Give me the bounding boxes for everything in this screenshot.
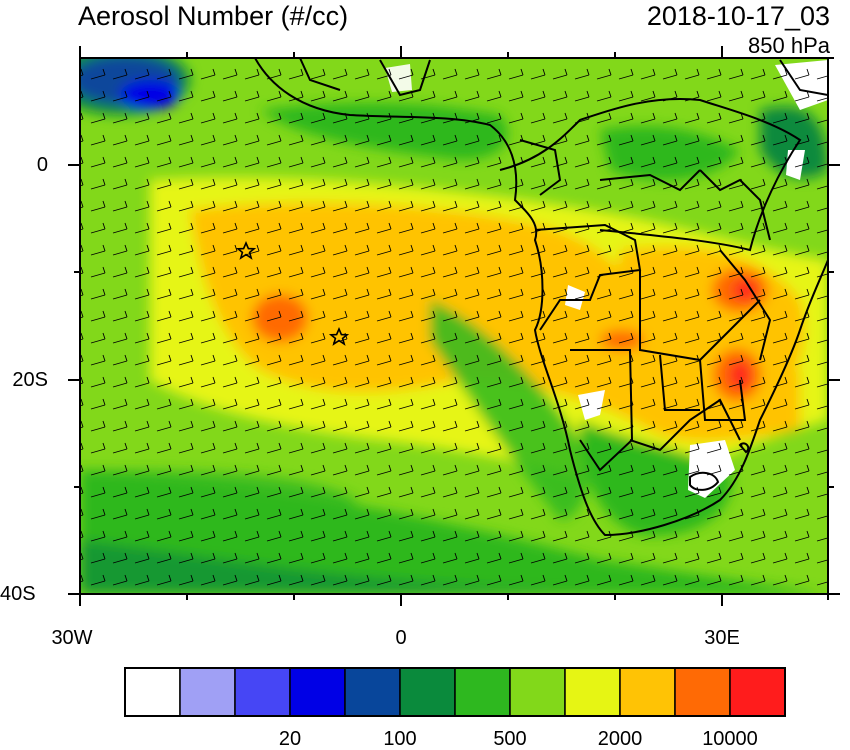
colorbar-bin xyxy=(234,667,291,717)
colorbar-bin xyxy=(509,667,566,717)
wind-barbs xyxy=(80,58,828,594)
colorbar-bin xyxy=(619,667,676,717)
colorbar-bin xyxy=(564,667,621,717)
colorbar xyxy=(124,667,786,717)
lat-label-0: 0 xyxy=(36,154,48,176)
source-markers xyxy=(235,240,350,346)
lon-label-30w: 30W xyxy=(51,627,93,649)
colorbar-bin xyxy=(124,667,181,717)
lon-label-30e: 30E xyxy=(704,627,740,649)
star-marker xyxy=(328,326,350,346)
colorbar-bin xyxy=(454,667,511,717)
colorbar-bin xyxy=(399,667,456,717)
colorbar-bin xyxy=(179,667,236,717)
colorbar-tick-label: 500 xyxy=(493,728,527,750)
lat-label-20s: 20S xyxy=(12,369,48,391)
colorbar-frame xyxy=(124,667,786,717)
country-boundaries xyxy=(254,58,828,537)
colorbar-bin xyxy=(729,667,786,717)
colorbar-tick-label: 20 xyxy=(278,728,302,750)
lat-label-40s: 40S xyxy=(0,583,36,605)
colorbar-bin xyxy=(289,667,346,717)
colorbar-bin xyxy=(344,667,401,717)
axis-ticks xyxy=(68,46,840,606)
pressure-level: 850 hPa xyxy=(748,33,830,58)
star-marker xyxy=(235,240,257,260)
colorbar-tick-label: 100 xyxy=(383,728,417,750)
map-frame xyxy=(79,57,829,595)
colorbar-bin xyxy=(674,667,731,717)
colorbar-tick-label: 2000 xyxy=(597,728,643,750)
aerosol-number-fill xyxy=(80,58,828,594)
valid-time: 2018-10-17_03 xyxy=(646,1,830,31)
colorbar-tick-label: 10000 xyxy=(702,728,758,750)
plot-title: Aerosol Number (#/cc) xyxy=(78,1,349,31)
lon-label-0: 0 xyxy=(395,627,407,649)
